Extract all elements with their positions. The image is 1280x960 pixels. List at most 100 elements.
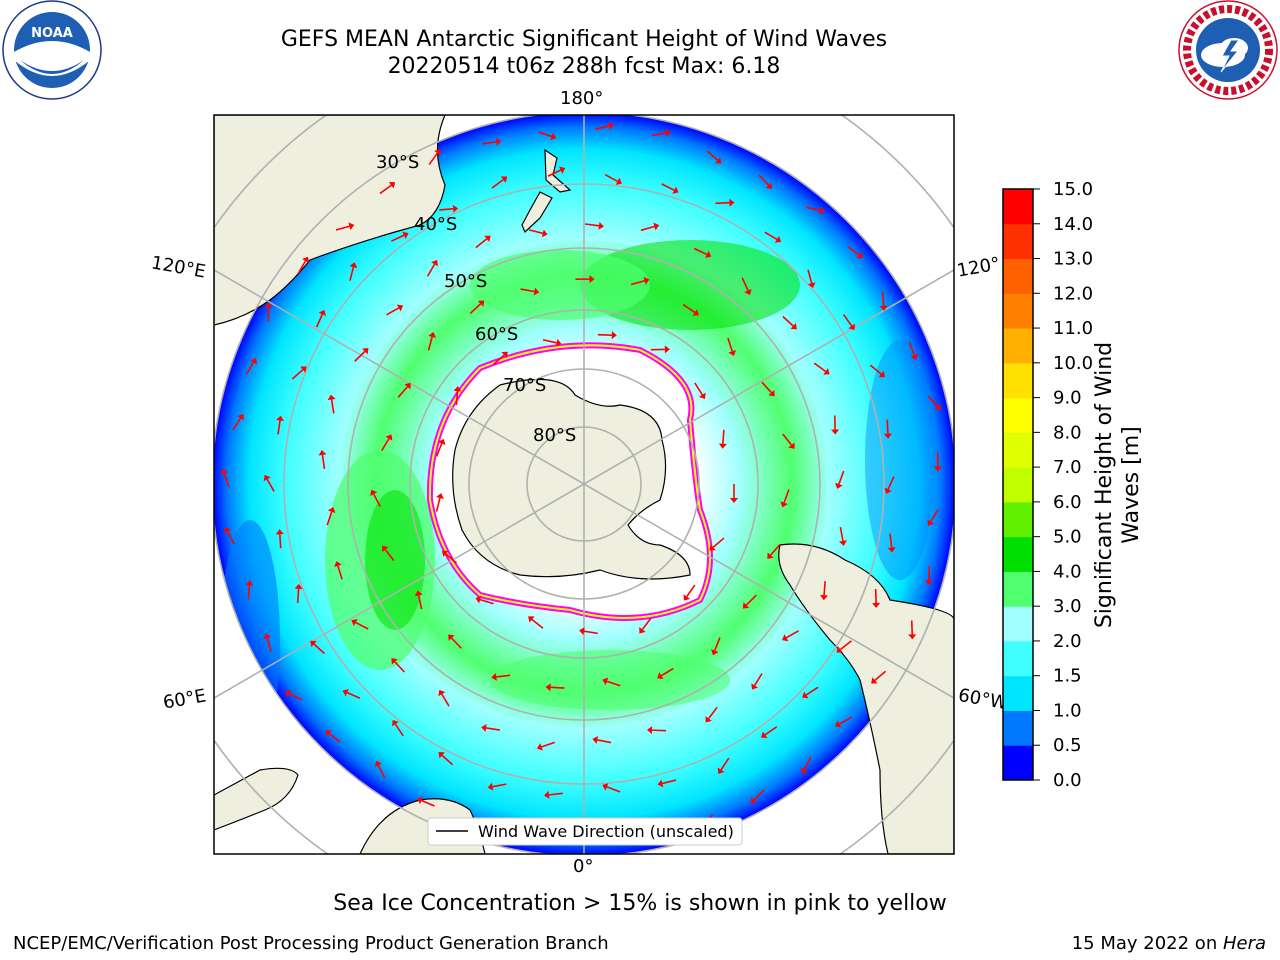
- wave-arrow-shaft: [428, 152, 439, 166]
- wave-arrow-shaft: [394, 661, 405, 673]
- wave-arrow-head: [528, 616, 535, 623]
- wave-arrow-head: [448, 634, 455, 641]
- colorbar-block: [1003, 362, 1033, 399]
- colorbar-block: [1003, 536, 1033, 572]
- colorbar: 0.0 0.5 1.0 1.5 2.0 3.0 4.0 5.0 6.0 7.0 8.0 9.0 10.0…: [1002, 179, 1144, 791]
- wave-arrow-head: [836, 646, 843, 653]
- lat-label: 30°S: [376, 152, 419, 173]
- wave-arrow-head: [431, 259, 439, 267]
- footer-date: 15 May 2022 on Hera: [1072, 933, 1266, 954]
- wave-arrow-shaft: [520, 288, 535, 293]
- wave-arrow-head: [438, 689, 446, 697]
- wave-arrow-head: [342, 688, 349, 697]
- wave-arrow-head: [370, 489, 378, 496]
- wave-arrow-shaft: [547, 169, 562, 177]
- wave-arrow-head: [325, 730, 332, 737]
- wave-arrow-head: [729, 198, 735, 207]
- wave-arrow-shaft: [277, 420, 281, 435]
- wave-arrow-shaft: [475, 238, 488, 249]
- wave-arrow-head: [402, 231, 409, 239]
- wave-arrow-shaft: [886, 419, 889, 434]
- wave-arrow-head: [484, 235, 491, 242]
- wave-arrow-head: [555, 338, 562, 347]
- colorbar-tick-label: 5.0: [1053, 527, 1082, 548]
- wave-arrow-shaft: [813, 362, 827, 373]
- sea-ice-edge-inner: [428, 344, 711, 619]
- wave-arrow-shaft: [741, 277, 749, 291]
- wave-arrow-shaft: [714, 637, 721, 651]
- wave-arrow-head: [717, 767, 725, 774]
- wave-arrow-head: [761, 731, 768, 739]
- noaa-logo-text: NOAA: [31, 26, 73, 41]
- wave-arrow-shaft: [706, 150, 719, 161]
- wave-arrow-head: [615, 177, 622, 185]
- wave-arrow-shaft: [349, 266, 355, 281]
- legend-label: Wind Wave Direction (unscaled): [478, 822, 734, 841]
- colorbar-tick-label: 11.0: [1053, 318, 1093, 339]
- wave-arrow-head: [436, 493, 444, 499]
- wave-arrow-head: [438, 438, 446, 445]
- wave-arrow-shaft: [548, 792, 563, 796]
- wave-arrow-shaft: [485, 727, 501, 731]
- footer-credit: NCEP/EMC/Verification Post Processing Pr…: [13, 933, 609, 954]
- colorbar-block: [1003, 501, 1033, 538]
- wave-arrow-shaft: [823, 581, 826, 596]
- wave-arrow-head: [715, 157, 722, 164]
- colorbar-block: [1003, 710, 1033, 746]
- wave-arrow-shaft: [326, 511, 333, 526]
- colorbar-ticks: 0.0 0.5 1.0 1.5 2.0 3.0 4.0 5.0 6.0 7.0 8.0 9.0 10.0…: [1033, 179, 1093, 791]
- wave-arrow-head: [374, 760, 382, 768]
- wave-arrow-shaft: [479, 598, 494, 605]
- wave-arrow-head: [818, 206, 825, 215]
- wave-arrow-shaft: [390, 234, 405, 242]
- wave-arrow-head: [475, 595, 482, 604]
- polar-map: Wind Wave Direction (unscaled) 30°S 40°S…: [213, 114, 955, 855]
- colorbar-tick-label: 3.0: [1053, 596, 1082, 617]
- wave-arrow-head: [388, 182, 396, 189]
- wave-arrow-head: [245, 580, 254, 586]
- wave-arrow-head: [250, 358, 257, 365]
- wave-arrow-head: [664, 345, 670, 354]
- colorbar-block: [1003, 397, 1033, 433]
- wave-arrow-shaft: [727, 337, 734, 352]
- wave-arrow-shaft: [839, 640, 852, 651]
- wave-arrow-head: [871, 677, 878, 684]
- colorbar-block: [1003, 189, 1033, 225]
- wave-arrow-shaft: [538, 131, 552, 138]
- wave-arrow-shaft: [266, 637, 272, 652]
- wave-arrow-shaft: [761, 381, 772, 394]
- wave-arrow-head: [800, 767, 808, 774]
- wave-arrow-head: [647, 726, 653, 735]
- sea-ice-note: Sea Ice Concentration > 15% is shown in …: [333, 891, 947, 916]
- wave-arrow-shaft: [694, 382, 703, 396]
- wave-arrow-head: [709, 544, 716, 551]
- wave-arrow-head: [887, 547, 896, 553]
- wave-arrow-shaft: [493, 354, 505, 365]
- wave-arrow-head: [543, 790, 550, 799]
- wave-arrow-head: [442, 550, 449, 557]
- wave-arrow-head: [692, 309, 699, 316]
- wave-arrow-head: [657, 779, 664, 788]
- wave-arrow-head: [491, 672, 497, 681]
- wave-arrow-shaft: [662, 779, 677, 785]
- wave-arrow-head: [835, 482, 843, 489]
- wave-arrow-shaft: [372, 493, 381, 507]
- wave-arrow-shaft: [379, 184, 392, 195]
- wave-arrow-shaft: [641, 617, 652, 630]
- wave-arrow-head: [237, 413, 245, 421]
- footer-host: Hera: [1222, 933, 1266, 954]
- wave-arrow-head: [351, 619, 358, 627]
- wave-arrow-shaft: [651, 729, 667, 732]
- wave-arrow-shaft: [803, 756, 812, 770]
- colorbar-tick-label: 8.0: [1053, 422, 1082, 443]
- colorbar-tick-label: 13.0: [1053, 249, 1093, 270]
- colorbar-block: [1003, 571, 1033, 607]
- wave-arrow-shaft: [745, 594, 757, 606]
- wave-arrow-shaft: [908, 341, 916, 356]
- wave-arrow-head: [533, 287, 540, 296]
- wave-arrow-shaft: [708, 706, 718, 719]
- wave-arrow-head: [767, 552, 774, 559]
- wave-arrow-shaft: [874, 670, 887, 681]
- wave-arrow-shaft: [279, 534, 282, 549]
- wind-wave-arrows: [220, 122, 942, 842]
